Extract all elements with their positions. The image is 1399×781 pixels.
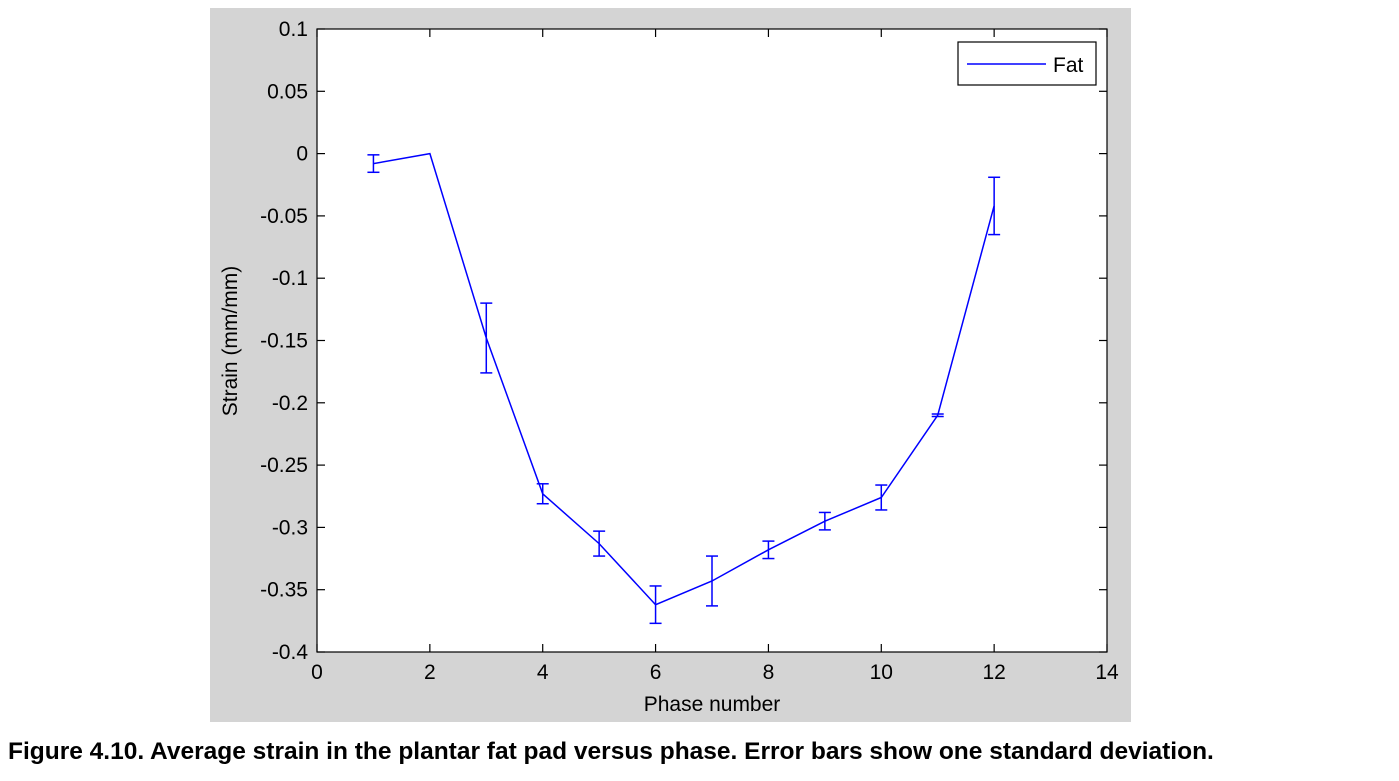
x-axis-label: Phase number [644,693,781,716]
error-bar [536,483,549,505]
series-line-fat [373,152,995,606]
error-bar [818,511,831,531]
y-tick-label: 0 [296,143,308,166]
y-tick-label: -0.3 [272,516,308,539]
figure-panel: 0 2 4 6 8 10 12 14 0.1 0.05 0 -0.05 -0.1 -0.15 -0.2 -0.… [210,8,1131,722]
error-bar [706,555,718,607]
legend-label-fat: Fat [1053,54,1084,77]
error-bar [480,302,493,374]
error-bar [649,585,662,625]
x-tick-label: 6 [650,661,662,684]
x-tick-label: 0 [311,661,323,684]
axis-ticks: 0 2 4 6 8 10 12 14 0.1 0.05 0 -0.05 -0.1 -0.15 -0.2 -0.… [260,18,1119,684]
y-tick-label: -0.35 [260,579,308,602]
y-tick-label: -0.05 [260,205,308,228]
legend: Fat [957,41,1097,86]
y-tick-label: -0.4 [272,641,309,664]
figure-caption: Figure 4.10. Average strain in the plant… [8,738,1214,765]
y-tick-label: 0.05 [267,80,308,103]
y-tick-label: -0.2 [272,392,308,415]
x-tick-label: 2 [424,661,436,684]
error-bar [593,530,606,557]
y-tick-label: -0.25 [260,454,308,477]
y-tick-label: 0.1 [279,18,308,41]
error-bar [367,154,380,174]
y-tick-label: -0.1 [272,267,308,290]
x-tick-label: 12 [982,661,1005,684]
x-tick-label: 8 [763,661,775,684]
plot-area [316,28,1108,653]
x-tick-label: 4 [537,661,549,684]
x-tick-label: 14 [1095,661,1119,684]
error-bar [762,540,775,560]
x-tick-label: 10 [870,661,893,684]
error-bar [875,484,888,511]
data-series [367,152,1001,625]
error-bar [931,413,944,418]
y-axis-label: Strain (mm/mm) [219,266,242,417]
strain-chart: 0 2 4 6 8 10 12 14 0.1 0.05 0 -0.05 -0.1 -0.15 -0.2 -0.… [219,18,1119,716]
y-tick-label: -0.15 [260,330,308,353]
error-bar [988,176,1001,236]
